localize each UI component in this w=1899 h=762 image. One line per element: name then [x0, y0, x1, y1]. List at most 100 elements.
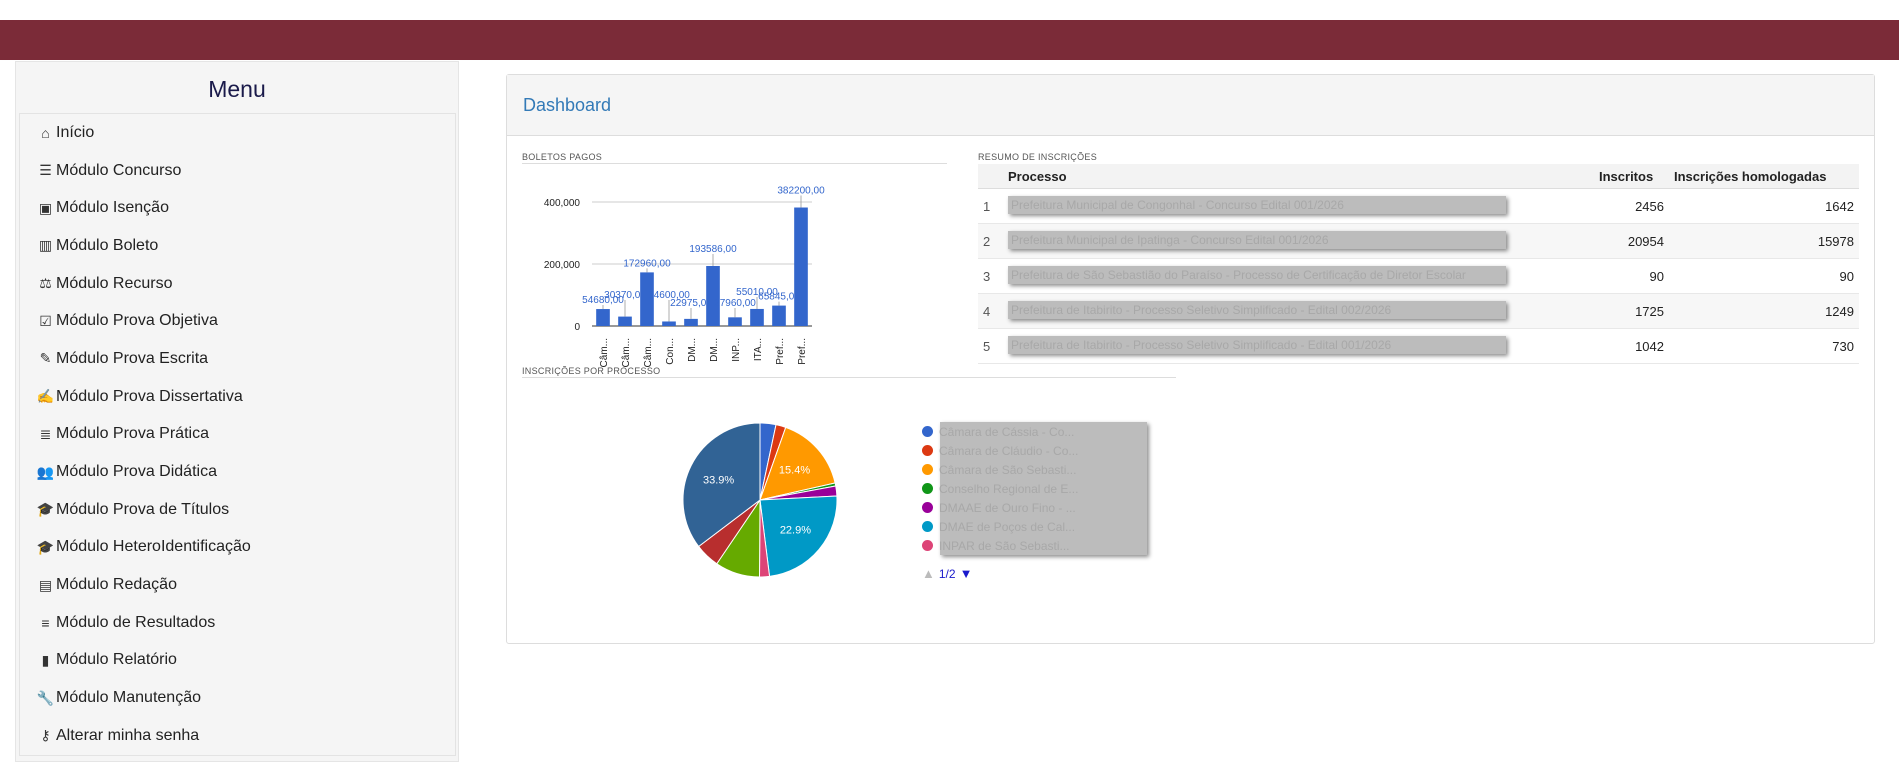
- legend-label: Câmara de São Sebasti...: [939, 462, 1077, 477]
- menu-item-9[interactable]: 👥 Módulo Prova Didática: [20, 453, 455, 491]
- inscricoes-pie-chart: 15.4% 22.9% 33.9%: [682, 422, 838, 578]
- homologadas-cell: 1249: [1669, 293, 1859, 329]
- menu-item-14[interactable]: ▮ Módulo Relatório: [20, 642, 455, 680]
- menu-item-label: Módulo Prova de Títulos: [56, 500, 230, 518]
- menu-item-label: Módulo Concurso: [56, 161, 182, 179]
- inscritos-cell: 1042: [1594, 328, 1669, 364]
- menu-item-label: Módulo Prova Prática: [56, 425, 209, 443]
- processo-cell: Prefeitura Municipal de Ipatinga - Concu…: [1003, 223, 1594, 259]
- page-up-icon[interactable]: ▲: [922, 566, 935, 581]
- pencil-icon: ✎: [39, 350, 52, 367]
- users-icon: 👥: [36, 463, 55, 480]
- pie-slice[interactable]: [682, 422, 761, 548]
- menu-item-6[interactable]: ✎ Módulo Prova Escrita: [20, 340, 455, 378]
- row-index: 5: [978, 328, 1003, 364]
- row-index: 1: [978, 188, 1003, 224]
- menu-item-label: Módulo Relatório: [56, 651, 177, 669]
- y-tick-label: 400,000: [544, 198, 581, 209]
- money-icon: ▣: [38, 199, 53, 216]
- menu-item-3[interactable]: ▥ Módulo Boleto: [20, 227, 455, 265]
- legend-dot-icon: [922, 426, 933, 437]
- list-icon: ☰: [39, 162, 52, 179]
- file-text-icon: ▤: [38, 576, 53, 593]
- menu-item-13[interactable]: ≡ Módulo de Resultados: [20, 604, 455, 642]
- legend-item[interactable]: DMAE de Poços de Cal...: [922, 517, 1075, 536]
- barcode-icon: ▥: [38, 237, 53, 254]
- homologadas-cell: 1642: [1669, 188, 1859, 224]
- boletos-divider: [522, 163, 947, 164]
- menu-item-15[interactable]: 🔧 Módulo Manutenção: [20, 679, 455, 717]
- menu-item-label: Módulo Prova Didática: [56, 463, 217, 481]
- legend-item[interactable]: Câmara de Cássia - Co...: [922, 422, 1074, 441]
- resumo-label: RESUMO DE INSCRIÇÕES: [978, 152, 1098, 162]
- x-tick-label: Con...: [665, 338, 676, 365]
- bar: [728, 317, 742, 326]
- sidebar: Menu ⌂ Início ☰ Módulo Concurso ▣ Módulo Isen…: [15, 61, 459, 762]
- menu-item-label: Módulo Recurso: [56, 274, 173, 292]
- x-tick-label: Pref...: [797, 338, 808, 365]
- legend-dot-icon: [922, 483, 933, 494]
- menu-item-4[interactable]: ⚖ Módulo Recurso: [20, 265, 455, 303]
- server-icon: ≣: [39, 425, 52, 442]
- page-down-icon[interactable]: ▼: [959, 566, 973, 581]
- panel-header: Dashboard: [507, 75, 1874, 136]
- table-row[interactable]: 5 Prefeitura de Itabirito - Processo Sele…: [978, 328, 1859, 364]
- home-icon: ⌂: [41, 124, 50, 141]
- data-label: 55010,00: [736, 287, 778, 298]
- menu-item-label: Módulo Manutenção: [56, 689, 201, 707]
- x-tick-label: Pref...: [775, 338, 786, 365]
- data-label: 14600,00: [648, 290, 690, 301]
- data-label: 30370,00: [604, 290, 646, 301]
- legend-item[interactable]: INPAR de São Sebasti...: [922, 536, 1070, 555]
- bar-chart-icon: ▮: [41, 651, 50, 668]
- graduation-cap-icon: 🎓: [36, 538, 55, 555]
- legend-label: DMAAE de Ouro Fino - ...: [939, 500, 1076, 515]
- menu-item-label: Módulo Isenção: [56, 199, 169, 217]
- x-tick-label: Câm...: [599, 338, 610, 367]
- menu-item-12[interactable]: ▤ Módulo Redação: [20, 566, 455, 604]
- menu-item-8[interactable]: ≣ Módulo Prova Prática: [20, 416, 455, 454]
- edit-icon: ✍: [36, 388, 55, 405]
- pie-slice[interactable]: [759, 495, 838, 577]
- menu-item-2[interactable]: ▣ Módulo Isenção: [20, 189, 455, 227]
- legend-item[interactable]: Câmara de São Sebasti...: [922, 460, 1076, 479]
- list-ol-icon: ≡: [41, 614, 50, 631]
- bar: [794, 207, 808, 326]
- menu-item-10[interactable]: 🎓 Módulo Prova de Títulos: [20, 491, 455, 529]
- processo-redacted: Prefeitura Municipal de Ipatinga - Concu…: [1008, 230, 1506, 249]
- legend-label: Conselho Regional de E...: [939, 481, 1079, 496]
- data-label: 382200,00: [777, 186, 825, 197]
- homologadas-cell: 730: [1669, 328, 1859, 364]
- graduation-cap-icon: 🎓: [36, 501, 55, 518]
- pie-slice-label: 22.9%: [780, 525, 811, 537]
- inscritos-cell: 1725: [1594, 293, 1669, 329]
- menu-item-16[interactable]: ⚷ Alterar minha senha: [20, 717, 455, 755]
- processo-cell: Prefeitura de Itabirito - Processo Selet…: [1003, 328, 1594, 364]
- processo-redacted: Prefeitura de Itabirito - Processo Selet…: [1008, 300, 1506, 319]
- menu-item-1[interactable]: ☰ Módulo Concurso: [20, 152, 455, 190]
- menu-item-0[interactable]: ⌂ Início: [20, 114, 455, 152]
- table-row[interactable]: 2 Prefeitura Municipal de Ipatinga - Conc…: [978, 223, 1859, 259]
- inscritos-cell: 2456: [1594, 188, 1669, 224]
- bar: [662, 321, 676, 326]
- table-row[interactable]: 4 Prefeitura de Itabirito - Processo Sele…: [978, 293, 1859, 329]
- index-header: [978, 164, 1003, 189]
- balance-scale-icon: ⚖: [39, 275, 52, 292]
- menu-item-11[interactable]: 🎓 Módulo HeteroIdentificação: [20, 529, 455, 567]
- legend-item[interactable]: Conselho Regional de E...: [922, 479, 1078, 498]
- processo-redacted: Prefeitura de Itabirito - Processo Selet…: [1008, 335, 1506, 354]
- data-label: 193586,00: [689, 244, 737, 255]
- menu-item-5[interactable]: ☑ Módulo Prova Objetiva: [20, 302, 455, 340]
- top-bar: [0, 20, 1899, 60]
- pie-slice-label: 33.9%: [703, 474, 734, 486]
- inscritos-cell: 90: [1594, 258, 1669, 294]
- table-row[interactable]: 3 Prefeitura de São Sebastião do Paraíso …: [978, 258, 1859, 294]
- bar: [684, 318, 698, 326]
- pie-slice[interactable]: [759, 426, 836, 501]
- table-row[interactable]: 1 Prefeitura Municipal de Congonhal - Con…: [978, 188, 1859, 224]
- legend-item[interactable]: Câmara de Cláudio - Co...: [922, 441, 1078, 460]
- legend-item[interactable]: DMAAE de Ouro Fino - ...: [922, 498, 1076, 517]
- menu-item-7[interactable]: ✍ Módulo Prova Dissertativa: [20, 378, 455, 416]
- table-header-row: Processo Inscritos Inscrições homologada…: [978, 164, 1859, 189]
- check-square-icon: ☑: [39, 312, 52, 329]
